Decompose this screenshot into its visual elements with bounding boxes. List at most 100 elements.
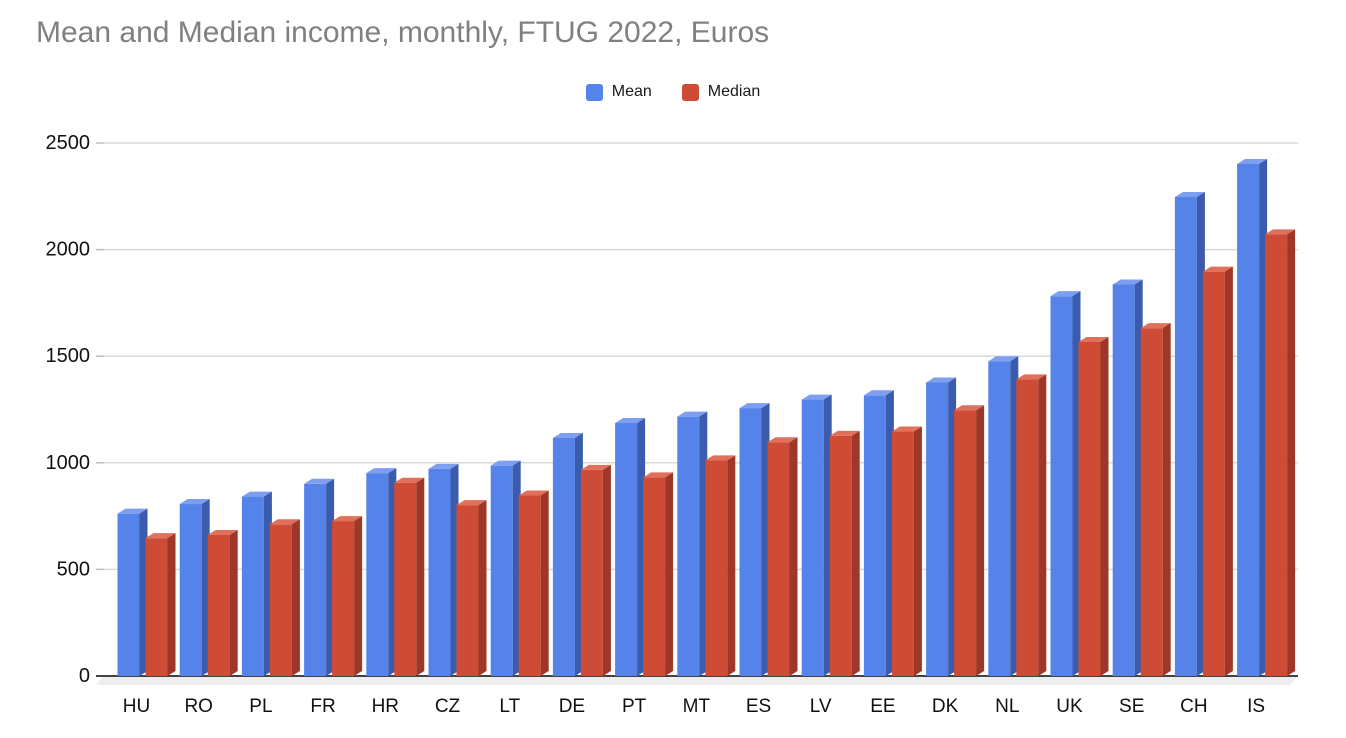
bar-mean-NL: [988, 356, 1019, 676]
bar-top-face: [117, 508, 148, 514]
bar-front-face: [615, 423, 638, 676]
bar-side-face: [354, 516, 363, 676]
chart-floor: [96, 676, 1298, 685]
bar-front-face: [739, 408, 762, 676]
bar-side-face: [727, 455, 736, 676]
x-axis-label-CZ: CZ: [435, 696, 461, 717]
x-axis-label-LT: LT: [499, 696, 520, 717]
bar-top-face: [1078, 337, 1109, 343]
bar-front-face: [1050, 296, 1073, 676]
bar-front-face: [117, 513, 140, 676]
bar-front-face: [677, 416, 700, 676]
bar-top-face: [456, 500, 487, 506]
bar-front-face: [1078, 342, 1101, 676]
bar-side-face: [1162, 323, 1171, 676]
bar-mean-MT: [677, 411, 708, 676]
bar-top-face: [518, 490, 549, 496]
x-axis-label-DE: DE: [559, 696, 585, 717]
bar-front-face: [428, 468, 451, 676]
bar-top-face: [1265, 229, 1296, 235]
bar-side-face: [1038, 374, 1047, 676]
legend-item-median: Median: [681, 83, 760, 101]
bar-mean-PT: [615, 418, 646, 676]
bar-front-face: [145, 538, 168, 676]
x-axis-label-PL: PL: [249, 696, 272, 717]
bar-top-face: [145, 533, 176, 539]
bar-side-face: [1287, 229, 1296, 676]
x-axis-label-SE: SE: [1119, 696, 1144, 717]
bar-top-face: [739, 403, 770, 409]
chart-title: Mean and Median income, monthly, FTUG 20…: [36, 16, 770, 49]
bar-side-face: [167, 533, 176, 676]
bar-front-face: [891, 431, 914, 676]
bar-front-face: [705, 460, 728, 676]
bar-front-face: [1174, 197, 1197, 676]
bar-side-face: [602, 464, 611, 676]
x-axis-label-CH: CH: [1180, 696, 1207, 717]
bar-median-CZ: [456, 500, 487, 676]
bar-top-face: [490, 460, 521, 466]
bar-top-face: [207, 529, 238, 535]
bar-top-face: [1050, 291, 1081, 297]
bar-mean-DE: [552, 432, 583, 676]
y-axis-label-500: 500: [57, 558, 90, 580]
bar-side-face: [1224, 266, 1233, 676]
bar-top-face: [1237, 158, 1268, 164]
bar-front-face: [767, 442, 790, 676]
bar-mean-LV: [801, 394, 832, 676]
x-axis-label-NL: NL: [995, 696, 1019, 717]
bar-front-face: [863, 395, 886, 676]
x-axis-label-LV: LV: [810, 696, 832, 717]
bar-front-face: [1265, 234, 1288, 676]
bar-front-face: [1237, 163, 1260, 677]
bar-front-face: [1140, 328, 1163, 676]
bar-front-face: [1112, 284, 1135, 676]
legend-swatch-median-icon: [681, 83, 699, 101]
bar-top-face: [269, 519, 300, 525]
legend-swatch-mean-icon: [585, 83, 603, 101]
bar-front-face: [801, 399, 824, 676]
y-axis-label-2000: 2000: [46, 239, 91, 261]
x-axis-label-IS: IS: [1247, 696, 1265, 717]
bar-front-face: [926, 382, 949, 676]
bar-side-face: [291, 519, 300, 676]
bar-side-face: [851, 430, 860, 676]
bar-top-face: [1112, 279, 1143, 285]
chart-legend: Mean Median: [0, 83, 1346, 101]
bar-side-face: [229, 529, 238, 676]
bar-front-face: [490, 465, 513, 676]
bar-top-face: [767, 437, 798, 443]
y-axis-label-2500: 2500: [46, 132, 91, 154]
x-axis-label-ES: ES: [746, 696, 771, 717]
bar-median-NL: [1016, 374, 1047, 676]
bar-median-ES: [767, 437, 798, 676]
bar-median-HR: [394, 477, 425, 676]
bar-front-face: [304, 483, 327, 676]
bar-top-face: [1016, 374, 1047, 380]
bar-front-face: [643, 477, 666, 676]
bar-top-face: [615, 418, 646, 424]
bar-median-RO: [207, 529, 238, 676]
bar-mean-UK: [1050, 291, 1081, 676]
bar-top-face: [179, 499, 210, 505]
bar-mean-EE: [863, 390, 894, 676]
bar-side-face: [976, 405, 985, 676]
bar-median-DK: [954, 405, 985, 676]
bar-front-face: [1016, 379, 1039, 676]
bar-mean-RO: [179, 499, 210, 676]
bar-top-face: [1202, 266, 1233, 272]
bar-mean-LT: [490, 460, 521, 676]
bar-side-face: [478, 500, 487, 676]
y-axis-label-1500: 1500: [46, 345, 91, 367]
bar-side-face: [913, 426, 922, 676]
x-axis-label-RO: RO: [184, 696, 213, 717]
bar-top-face: [366, 468, 397, 474]
bar-mean-CH: [1174, 192, 1205, 676]
y-axis-label-1000: 1000: [46, 452, 91, 474]
x-axis-label-FR: FR: [310, 696, 335, 717]
bar-mean-DK: [926, 377, 957, 676]
legend-label-mean: Mean: [611, 83, 652, 100]
bar-top-face: [988, 356, 1019, 362]
bar-median-MT: [705, 455, 736, 676]
bar-front-face: [829, 435, 852, 676]
